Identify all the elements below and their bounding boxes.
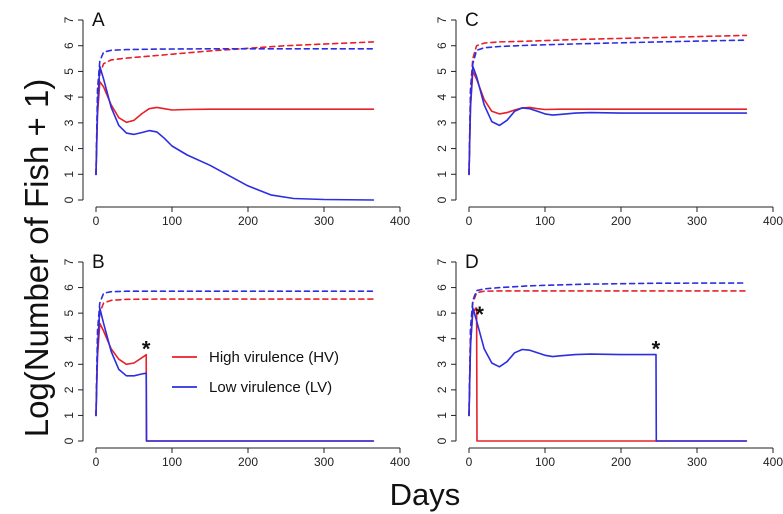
x-tick-label: 300 [687, 455, 707, 469]
y-tick-label: 1 [435, 412, 449, 419]
x-tick-label: 300 [687, 214, 707, 228]
y-tick-label: 3 [62, 361, 76, 368]
series-line-hv-solid [468, 307, 748, 442]
y-tick-label: 2 [62, 386, 76, 393]
x-tick-label: 100 [535, 455, 555, 469]
y-tick-label: 7 [62, 258, 76, 265]
x-tick-label: 0 [466, 214, 473, 228]
x-tick-label: 300 [314, 455, 334, 469]
y-tick-label: 1 [62, 171, 76, 178]
x-tick-label: 0 [93, 455, 100, 469]
y-tick-label: 2 [62, 145, 76, 152]
x-tick-label: 200 [611, 214, 631, 228]
annotation-asterisk: * [142, 336, 151, 361]
y-tick-label: 7 [62, 16, 76, 23]
x-tick-label: 300 [314, 214, 334, 228]
y-tick-label: 5 [62, 309, 76, 316]
legend-label-hv: High virulence (HV) [209, 349, 339, 366]
y-tick-label: 7 [435, 258, 449, 265]
series-line-lv-solid [95, 65, 375, 201]
x-tick-label: 200 [238, 455, 258, 469]
x-tick-label: 100 [162, 455, 182, 469]
series-line-hv-dashed [468, 290, 748, 417]
y-tick-label: 7 [435, 16, 449, 23]
annotation-asterisk: * [475, 302, 484, 327]
x-tick-label: 200 [238, 214, 258, 228]
x-tick-label: 100 [162, 214, 182, 228]
x-tick-label: 400 [763, 455, 783, 469]
series-line-lv-dashed [95, 47, 375, 176]
y-tick-label: 3 [435, 119, 449, 126]
series-line-hv-dashed [468, 34, 748, 176]
x-tick-label: 200 [611, 455, 631, 469]
panel-letter: B [92, 252, 105, 273]
y-tick-label: 3 [62, 119, 76, 126]
series-line-hv-solid [95, 80, 375, 176]
x-tick-label: 0 [466, 455, 473, 469]
series-line-lv-solid [468, 65, 748, 176]
y-tick-label: 4 [62, 93, 76, 100]
series-line-lv-dashed [468, 39, 748, 176]
y-tick-label: 2 [435, 386, 449, 393]
x-tick-label: 400 [390, 455, 410, 469]
y-axis-title: Log(Number of Fish + 1) [18, 79, 55, 438]
y-tick-label: 0 [435, 437, 449, 444]
y-tick-label: 4 [435, 335, 449, 342]
x-tick-label: 100 [535, 214, 555, 228]
x-tick-label: 400 [390, 214, 410, 228]
panel-a: A 0 1 2 3 4 5 6 7 0 100 200 300 400 [62, 10, 410, 228]
x-tick-label: 0 [93, 214, 100, 228]
series-line-lv-solid [468, 307, 748, 442]
y-tick-label: 0 [62, 437, 76, 444]
y-tick-label: 0 [62, 196, 76, 203]
series-line-hv-dashed [95, 298, 375, 417]
series-line-hv-dashed [95, 41, 375, 176]
legend: High virulence (HV) Low virulence (LV) [172, 349, 339, 396]
y-tick-label: 5 [62, 68, 76, 75]
x-axis-title: Days [390, 477, 461, 512]
y-tick-label: 6 [435, 42, 449, 49]
y-tick-label: 6 [435, 284, 449, 291]
panel-b: B 0 1 2 3 4 5 6 7 0 100 200 300 400 * [62, 252, 410, 469]
panel-d: D 0 1 2 3 4 5 6 7 0 100 200 300 400 * * [435, 252, 783, 469]
y-tick-label: 3 [435, 361, 449, 368]
y-tick-label: 2 [435, 145, 449, 152]
x-tick-label: 400 [763, 214, 783, 228]
y-tick-label: 4 [62, 335, 76, 342]
y-tick-label: 1 [435, 171, 449, 178]
y-tick-label: 6 [62, 284, 76, 291]
panel-letter: D [465, 252, 479, 273]
y-tick-label: 5 [435, 68, 449, 75]
y-tick-label: 0 [435, 196, 449, 203]
annotation-asterisk: * [652, 336, 661, 361]
panel-c: C 0 1 2 3 4 5 6 7 0 100 200 300 400 [435, 10, 783, 228]
panel-letter: A [92, 10, 105, 31]
y-tick-label: 6 [62, 42, 76, 49]
panel-letter: C [465, 10, 479, 31]
y-tick-label: 1 [62, 412, 76, 419]
y-tick-label: 5 [435, 309, 449, 316]
legend-label-lv: Low virulence (LV) [209, 379, 332, 396]
series-line-hv-solid [468, 70, 748, 176]
series-line-lv-dashed [468, 282, 748, 417]
series-line-lv-solid [95, 307, 375, 442]
y-tick-label: 4 [435, 93, 449, 100]
